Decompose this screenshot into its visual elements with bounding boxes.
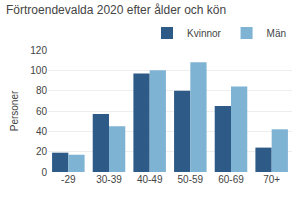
svg-text:20: 20 — [36, 146, 48, 157]
svg-text:30-39: 30-39 — [96, 174, 122, 185]
svg-text:120: 120 — [30, 45, 47, 56]
svg-text:0: 0 — [41, 167, 47, 178]
svg-text:40-49: 40-49 — [137, 174, 163, 185]
svg-text:60: 60 — [36, 106, 48, 117]
svg-text:-29: -29 — [61, 174, 76, 185]
svg-text:50-59: 50-59 — [178, 174, 204, 185]
svg-text:Förtroendevalda 2020 efter åld: Förtroendevalda 2020 efter ålder och kön — [6, 3, 226, 17]
svg-text:Män: Män — [267, 28, 286, 39]
svg-text:40: 40 — [36, 126, 48, 137]
svg-text:70+: 70+ — [263, 174, 280, 185]
svg-text:Personer: Personer — [9, 90, 20, 131]
svg-text:60-69: 60-69 — [218, 174, 244, 185]
svg-text:80: 80 — [36, 85, 48, 96]
svg-text:Kvinnor: Kvinnor — [187, 28, 222, 39]
svg-text:100: 100 — [30, 65, 47, 76]
